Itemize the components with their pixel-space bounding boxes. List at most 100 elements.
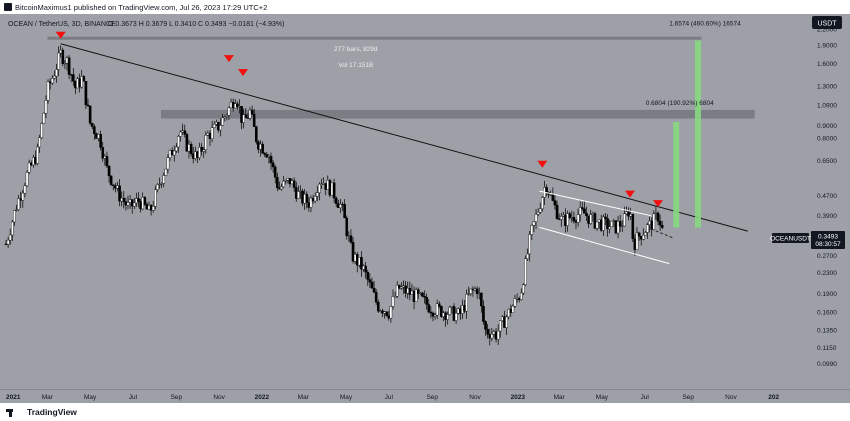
candle-body <box>269 156 273 164</box>
candle-body <box>233 103 237 109</box>
candle-body <box>644 232 647 236</box>
candle-body <box>351 241 355 262</box>
candle-body <box>648 220 651 225</box>
candle-body <box>162 175 166 184</box>
candle-body <box>498 320 502 332</box>
candle-body <box>271 162 275 168</box>
candle-body <box>38 137 41 148</box>
candle-body <box>48 81 52 84</box>
candle-body <box>652 213 656 230</box>
candle-body <box>419 292 422 294</box>
candle-body <box>27 162 31 173</box>
candle-body <box>128 199 132 203</box>
candle-body <box>156 184 159 191</box>
time-tick-label: Mar <box>554 394 566 401</box>
candle-body <box>526 253 529 259</box>
candle-body <box>185 134 189 152</box>
candle-body <box>238 106 241 108</box>
candle-body <box>585 213 588 217</box>
candle-body <box>459 308 462 314</box>
candle-body <box>326 180 330 190</box>
candle-body <box>229 101 233 109</box>
candle-body <box>324 183 328 190</box>
candle-body <box>355 254 359 266</box>
candle-body <box>130 199 134 207</box>
candle-body <box>67 57 71 75</box>
candle-body <box>414 289 418 302</box>
candle-body <box>376 301 380 312</box>
candle-body <box>202 149 206 152</box>
candle-body <box>309 197 313 208</box>
candle-body <box>168 150 172 158</box>
candle-body <box>236 103 239 107</box>
price-tick-label: 1.6000 <box>817 61 837 68</box>
candle-body <box>59 49 62 54</box>
candle-body <box>339 204 342 208</box>
price-axis[interactable] <box>809 14 850 389</box>
candle-body <box>538 208 542 213</box>
candle-body <box>332 182 336 199</box>
channel-upper-line <box>539 190 652 217</box>
candle-body <box>217 121 220 131</box>
price-chart[interactable]: 1.6574 (460.60%) 16574 0.6804 (190.92%) 6… <box>0 14 850 403</box>
candle-body <box>219 125 222 131</box>
candle-body <box>461 305 464 314</box>
candle-body <box>297 191 300 199</box>
candle-body <box>294 187 298 199</box>
candle-body <box>179 131 182 137</box>
candle-body <box>446 314 449 320</box>
annotations: 1.6574 (460.60%) 16574 0.6804 (190.92%) 6… <box>334 20 741 107</box>
candle-body <box>393 296 397 298</box>
candle-body <box>385 311 388 316</box>
time-tick-label: Sep <box>682 394 694 401</box>
candle-body <box>448 307 452 315</box>
candle-body <box>53 75 56 79</box>
candle-body <box>61 49 65 64</box>
candle-body <box>421 292 424 297</box>
time-tick-label: Jul <box>641 394 650 401</box>
candle-body <box>158 183 161 186</box>
candle-body <box>404 285 407 294</box>
candle-body <box>242 114 245 123</box>
candle-body <box>553 200 557 206</box>
candle-body <box>467 293 471 295</box>
candle-body <box>444 312 447 320</box>
candle-body <box>223 116 227 119</box>
candle-body <box>442 312 445 317</box>
candle-body <box>198 146 201 158</box>
footer-brand-label: TradingView <box>27 407 77 417</box>
time-tick-label: Nov <box>213 394 225 401</box>
candle-body <box>189 144 193 155</box>
candle-body <box>524 258 527 285</box>
candle-body <box>345 217 349 236</box>
candle-body <box>99 134 102 148</box>
candle-body <box>416 289 420 294</box>
candle-body <box>257 141 260 150</box>
resistance-zone <box>160 109 755 119</box>
candle-body <box>181 130 184 133</box>
channel-lower-line <box>539 226 670 265</box>
trendlines[interactable] <box>60 43 748 265</box>
time-tick-label: Nov <box>725 394 737 401</box>
footer-brand: TradingView <box>0 403 850 421</box>
candle-body <box>248 109 252 119</box>
candle-body <box>147 205 151 210</box>
candle-body <box>137 198 140 202</box>
candle-body <box>412 290 416 302</box>
candle-body <box>471 288 475 291</box>
currency-button[interactable]: USDT <box>812 16 842 29</box>
candle-body <box>469 288 473 294</box>
price-tick-label: 0.6500 <box>817 158 837 165</box>
price-tick-label: 0.3900 <box>817 213 837 220</box>
candle-body <box>549 194 553 196</box>
candle-body <box>133 202 136 207</box>
time-tick-label: 202 <box>768 394 779 401</box>
candle-body <box>246 117 250 119</box>
last-price-tag: OCEANUSDT 0.3493 08:30:57 <box>770 231 845 249</box>
candle-body <box>160 183 163 185</box>
price-tick-label: 0.4700 <box>817 193 837 200</box>
candle-body <box>581 207 584 209</box>
candle-body <box>63 62 67 65</box>
candle-body <box>410 290 414 295</box>
